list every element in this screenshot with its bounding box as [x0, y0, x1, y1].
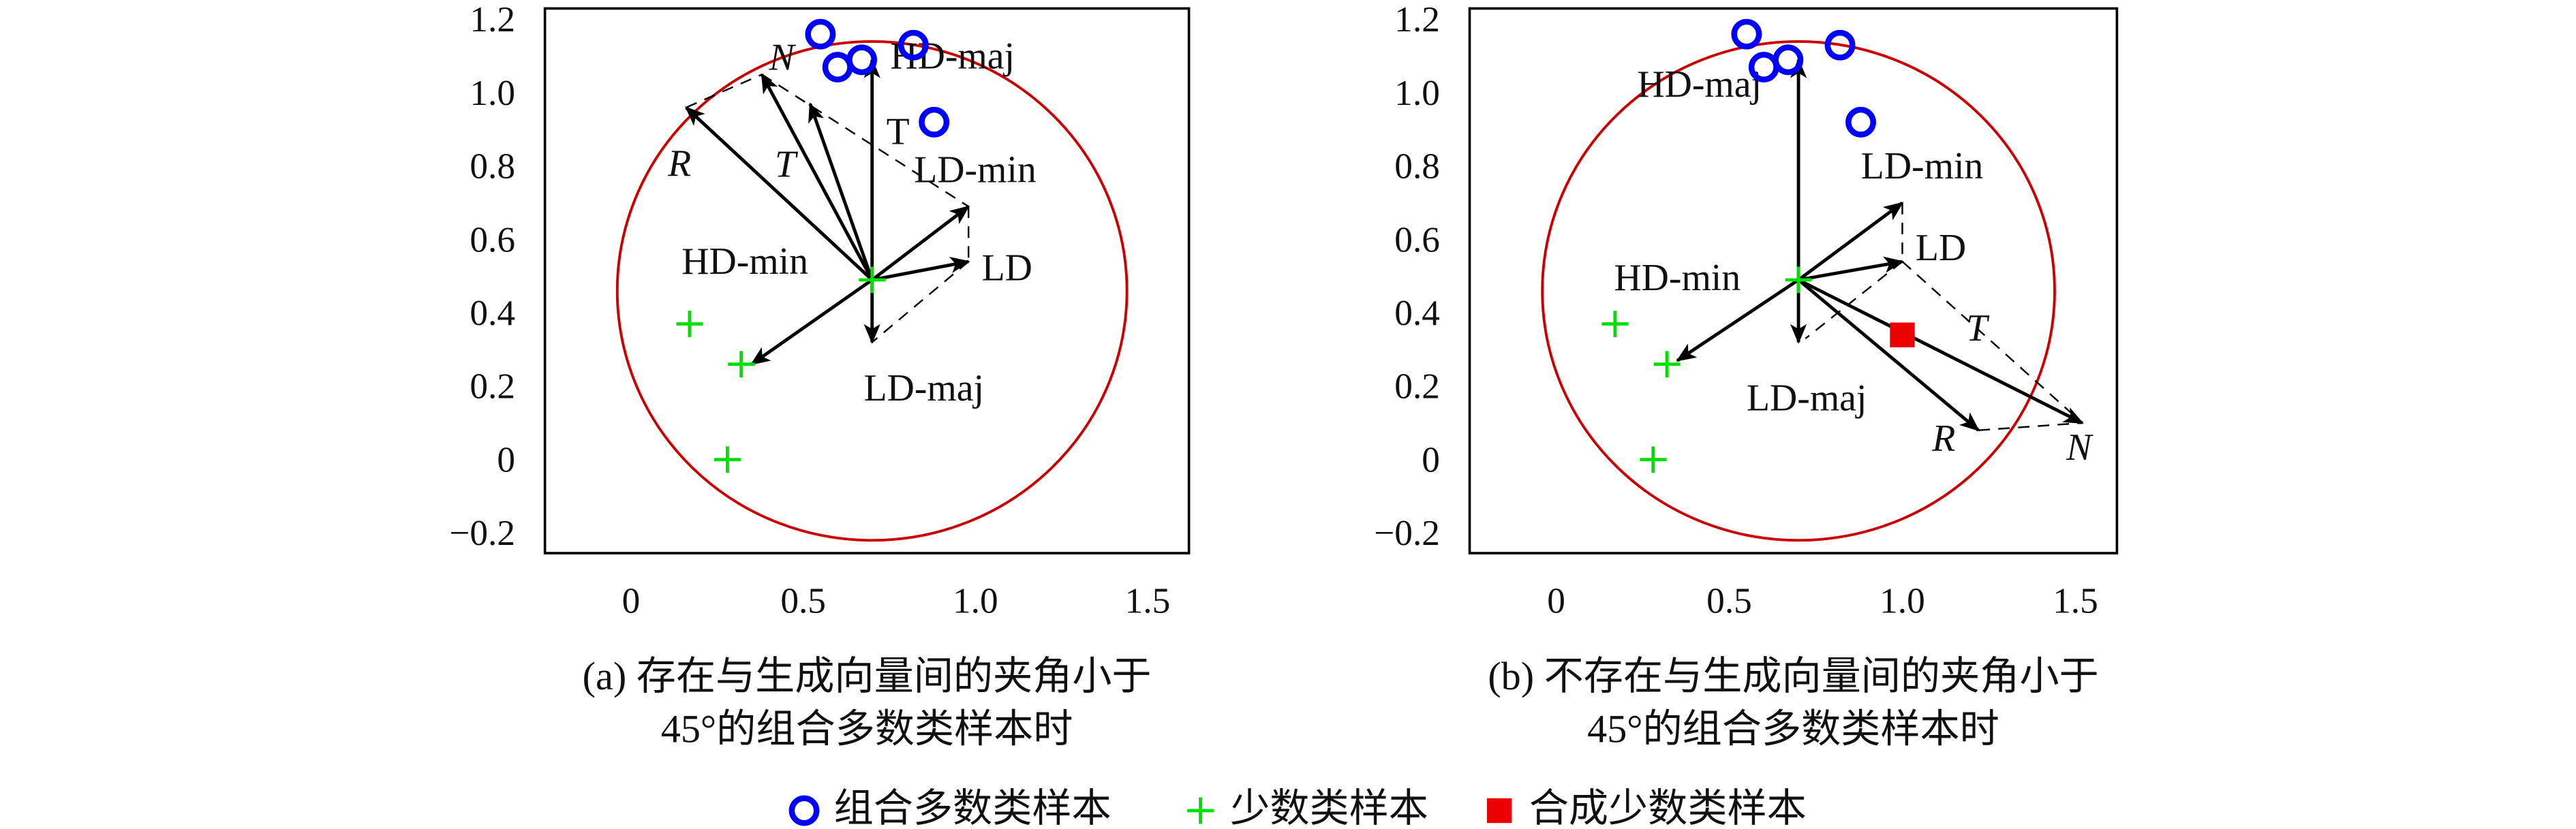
y-tick-label: 0.8: [1394, 146, 1440, 187]
vector-label: LD-min: [1861, 145, 1984, 187]
guide-line: [1805, 261, 1903, 339]
majority-sample: [1773, 44, 1804, 76]
majority-sample: [1824, 29, 1856, 61]
y-tick-label: 0: [497, 439, 515, 480]
y-tick-label: 0.4: [1394, 293, 1440, 333]
vector-label: LD: [982, 247, 1032, 289]
minority-sample: [1785, 266, 1812, 294]
plot-frame: [1468, 7, 2119, 554]
y-tick-label: 1.0: [470, 73, 515, 113]
y-tick-label: 1.0: [1394, 73, 1440, 113]
vector-label: N: [768, 37, 796, 79]
guide-line: [686, 74, 763, 108]
vector-arrow: [1797, 279, 1980, 432]
legend-marker: [1486, 798, 1512, 824]
legend-label: 合成少数类样本: [1529, 786, 1807, 829]
vector-arrow: [1797, 201, 1904, 281]
synthetic-sample: [1890, 322, 1915, 347]
annotation: T: [1966, 307, 1990, 349]
x-tick-label: 1.0: [953, 580, 998, 621]
vector-arrow: [1676, 278, 1800, 362]
vector-arrow: [685, 106, 874, 281]
majority-sample: [1845, 106, 1876, 138]
guide-line: [871, 261, 969, 343]
vector-label: LD-maj: [864, 367, 984, 409]
vector-label: T: [775, 144, 799, 186]
legend-label: 少数类样本: [1230, 786, 1428, 829]
vector-label: HD-min: [1614, 257, 1741, 299]
vector-label: HD-min: [681, 240, 808, 283]
legend-marker: [1187, 797, 1214, 824]
vector-arrow: [871, 205, 970, 281]
vector-arrow: [872, 257, 970, 282]
boundary-circle: [1541, 40, 2056, 542]
x-tick-label: 1.5: [1125, 580, 1171, 621]
vector-arrow: [808, 102, 874, 281]
guide-line: [1901, 261, 2083, 424]
y-tick-label: −0.2: [449, 513, 515, 553]
vector-label: LD: [1916, 227, 1966, 269]
minority-sample: [859, 266, 886, 294]
guide-line: [761, 74, 969, 208]
vector-label: LD-min: [914, 149, 1037, 191]
caption: 45°的组合多数类样本时: [1587, 706, 1999, 751]
vector-label: LD-maj: [1747, 377, 1867, 419]
y-tick-label: 0: [1422, 439, 1440, 480]
minority-sample: [714, 446, 741, 473]
majority-sample: [898, 29, 929, 61]
minority-sample: [1653, 351, 1681, 378]
y-tick-label: 1.2: [470, 0, 515, 40]
vector-label: HD-maj: [1637, 63, 1762, 106]
majority-sample: [805, 18, 836, 50]
y-tick-label: 0.6: [1394, 219, 1440, 260]
y-tick-label: 0.8: [470, 146, 515, 187]
majority-sample: [822, 52, 853, 82]
x-tick-label: 0: [622, 580, 641, 621]
plot-frame: [543, 7, 1191, 554]
legend-marker: [788, 795, 820, 826]
vector-label: R: [1931, 417, 1955, 459]
caption: (b) 不存在与生成向量间的夹角小于: [1488, 654, 2098, 698]
caption: 45°的组合多数类样本时: [661, 706, 1073, 751]
x-tick-label: 0: [1547, 580, 1565, 621]
vector-label: N: [2066, 426, 2094, 469]
boundary-circle: [615, 40, 1129, 542]
y-tick-label: 0.6: [470, 219, 515, 260]
y-tick-label: 0.4: [470, 293, 515, 333]
vector-arrow: [1797, 278, 2084, 425]
x-tick-label: 0.5: [780, 580, 826, 621]
y-tick-label: −0.2: [1374, 513, 1440, 553]
legend-label: 组合多数类样本: [834, 786, 1111, 829]
y-tick-label: 0.2: [470, 366, 515, 407]
vector-arrow: [750, 278, 874, 366]
minority-sample: [1601, 311, 1629, 337]
x-tick-label: 1.5: [2053, 580, 2098, 621]
minority-sample: [1640, 446, 1667, 473]
annotation: T: [887, 111, 910, 153]
vector-arrow: [1798, 256, 1904, 282]
x-tick-label: 0.5: [1706, 580, 1752, 621]
minority-sample: [728, 351, 755, 378]
y-tick-label: 0.2: [1394, 366, 1440, 407]
majority-sample: [1731, 18, 1762, 50]
x-tick-label: 1.0: [1880, 580, 1925, 621]
minority-sample: [676, 311, 703, 337]
vector-label: R: [667, 142, 691, 185]
y-tick-label: 1.2: [1394, 0, 1440, 40]
guide-line: [1978, 422, 2083, 431]
majority-sample: [846, 44, 877, 76]
vector-arrow: [760, 73, 874, 281]
majority-sample: [919, 106, 950, 138]
caption: (a) 存在与生成向量间的夹角小于: [583, 654, 1152, 698]
